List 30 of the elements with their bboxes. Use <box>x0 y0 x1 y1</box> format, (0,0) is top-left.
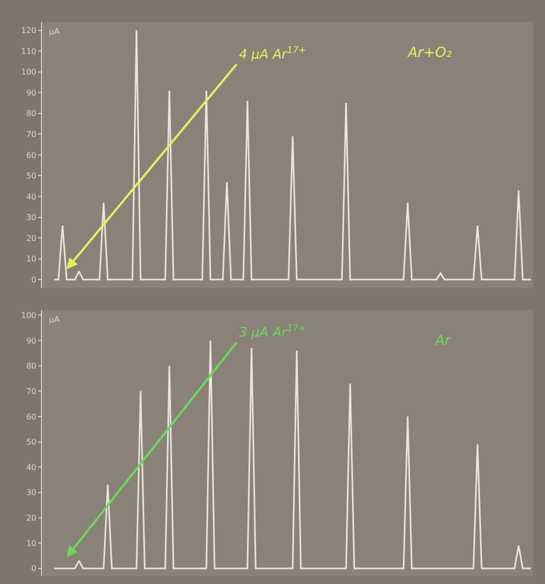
y-tick-label: 120 <box>21 26 36 36</box>
y-tick-label: 100 <box>21 310 36 320</box>
y-tick-label: 110 <box>21 46 36 56</box>
y-tick-label: 10 <box>26 254 36 264</box>
y-tick-label: 20 <box>26 234 36 243</box>
y-tick-label: 60 <box>26 150 36 160</box>
y-tick-label: 100 <box>21 68 36 77</box>
y-axis-title: µA <box>49 315 60 324</box>
annotation: Ar+O₂ <box>407 45 452 61</box>
y-tick-label: 0 <box>31 564 36 574</box>
y-tick-label: 90 <box>26 88 36 98</box>
y-tick-label: 40 <box>26 192 36 202</box>
y-tick-label: 80 <box>26 362 36 371</box>
y-tick-label: 10 <box>26 538 36 548</box>
y-tick-label: 40 <box>26 462 36 472</box>
y-tick-label: 20 <box>26 514 36 523</box>
y-tick-label: 70 <box>26 386 36 396</box>
y-tick-label: 80 <box>26 109 36 118</box>
annotation: 3 µA Ar$^{17+}$ <box>239 324 306 340</box>
y-tick-label: 0 <box>31 275 36 284</box>
y-tick-label: 30 <box>26 488 36 498</box>
y-tick-label: 50 <box>26 438 36 447</box>
y-tick-label: 30 <box>26 213 36 222</box>
annotation: 4 µA Ar$^{17+}$ <box>239 46 306 62</box>
y-tick-label: 60 <box>26 412 36 422</box>
annotation: Ar <box>434 333 452 349</box>
y-tick-label: 90 <box>26 336 36 346</box>
y-axis-title: µA <box>49 27 60 36</box>
y-tick-label: 50 <box>26 172 36 181</box>
y-tick-label: 70 <box>26 130 36 139</box>
